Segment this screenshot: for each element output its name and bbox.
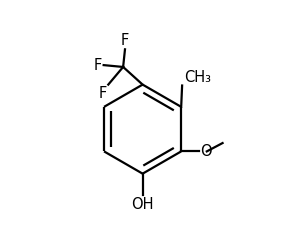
Text: F: F (99, 86, 107, 100)
Text: CH₃: CH₃ (184, 70, 211, 85)
Text: O: O (200, 144, 212, 159)
Text: F: F (121, 33, 129, 48)
Text: OH: OH (131, 197, 154, 212)
Text: F: F (94, 58, 102, 73)
